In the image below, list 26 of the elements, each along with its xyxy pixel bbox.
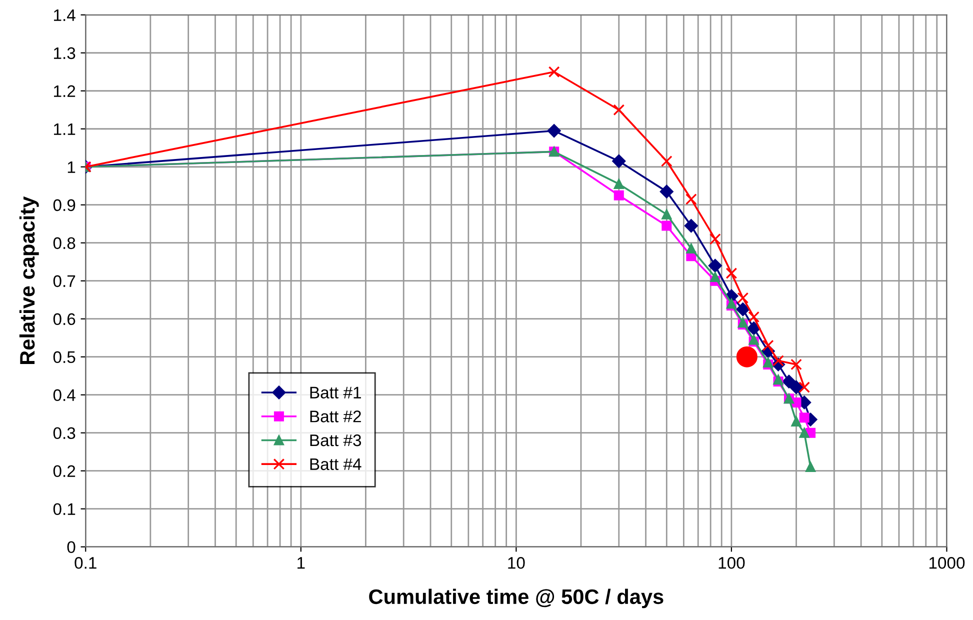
x-tick-label: 1000 (929, 557, 965, 569)
y-axis-title: Relative capacity (19, 196, 39, 364)
legend-label: Batt #2 (310, 410, 361, 422)
y-tick-label: 0.1 (53, 503, 76, 516)
y-tick-label: 0.3 (53, 427, 76, 440)
y-tick-label: 0.9 (53, 199, 76, 212)
y-tick-label: 0.7 (53, 275, 76, 288)
y-tick-label: 0.8 (53, 237, 76, 250)
x-tick-label: 100 (718, 557, 745, 569)
y-tick-label: 0.5 (53, 351, 76, 364)
y-tick-label: 0.4 (53, 389, 76, 402)
y-tick-label: 1.4 (54, 9, 76, 21)
y-tick-label: 0.2 (53, 465, 76, 478)
y-tick-label: 0 (67, 541, 76, 554)
legend-label: Batt #3 (310, 434, 362, 446)
legend-label: Batt #1 (310, 386, 361, 398)
x-tick-label: 0.1 (74, 557, 96, 569)
y-tick-label: 1 (68, 161, 76, 173)
x-axis-title: Cumulative time @ 50C / days (369, 588, 664, 608)
legend-label: Batt #4 (310, 458, 362, 470)
y-tick-label: 1.1 (54, 123, 76, 135)
y-tick-label: 0.6 (53, 313, 76, 326)
x-tick-label: 1 (298, 557, 305, 569)
y-tick-label: 1.2 (54, 85, 76, 97)
x-tick-label: 10 (508, 557, 525, 569)
y-tick-label: 1.3 (54, 47, 76, 60)
